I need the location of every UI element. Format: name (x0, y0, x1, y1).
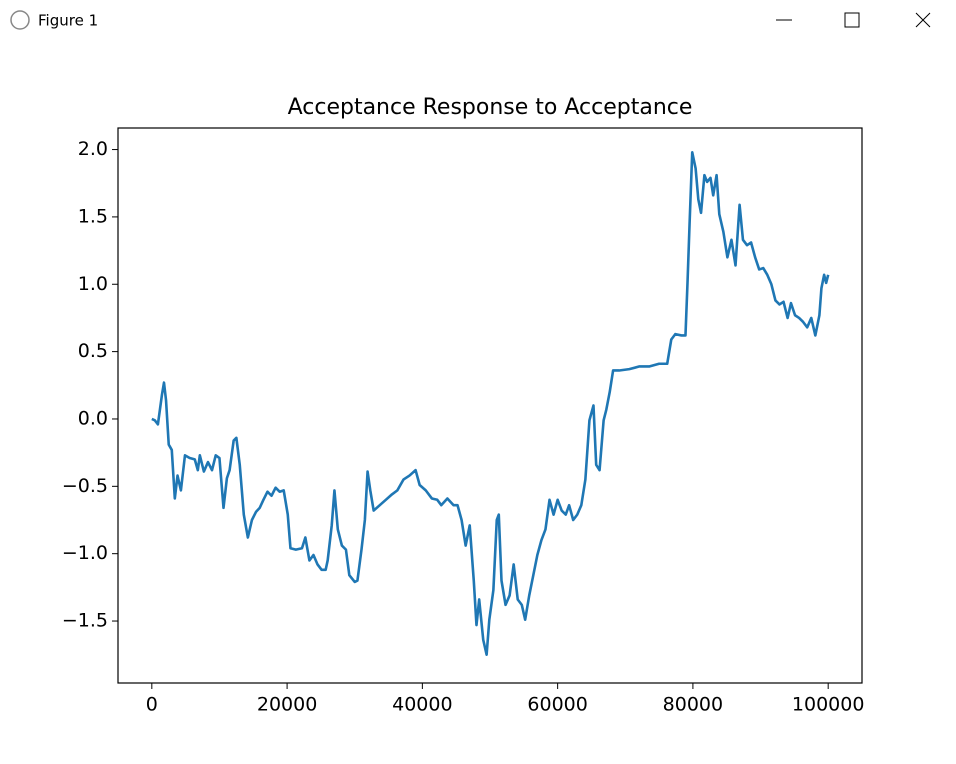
x-tick-label: 0 (146, 694, 158, 716)
y-tick-label: 1.5 (78, 205, 108, 227)
window-title: Figure 1 (38, 12, 98, 30)
y-tick-label: −1.0 (62, 542, 108, 564)
x-tick-label: 60000 (527, 694, 587, 716)
close-button[interactable] (915, 12, 931, 28)
maximize-button[interactable] (844, 12, 860, 28)
chart-title: Acceptance Response to Acceptance (288, 95, 693, 120)
x-tick-label: 40000 (392, 694, 452, 716)
y-tick-label: −1.5 (62, 610, 108, 632)
x-tick-label: 80000 (663, 694, 723, 716)
y-tick-label: 0.5 (78, 340, 108, 362)
y-tick-label: 0.0 (78, 407, 108, 429)
y-tick-label: 2.0 (78, 138, 108, 160)
x-tick-label: 100000 (792, 694, 865, 716)
data-line (151, 150, 830, 657)
plot: −1.5 −1.0 −0.5 0.0 0.5 1.0 1.5 2.0 0 20000 40000 60… (62, 138, 865, 715)
x-tick-label: 20000 (257, 694, 317, 716)
y-tick-label: 1.0 (78, 273, 108, 295)
axes-frame (117, 127, 863, 684)
title-bar (0, 0, 956, 42)
app-icon (10, 10, 30, 30)
y-tick-label: −0.5 (62, 475, 108, 497)
